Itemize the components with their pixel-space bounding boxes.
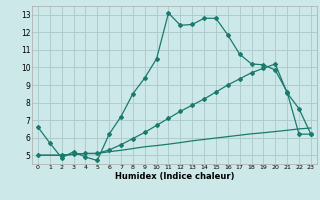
X-axis label: Humidex (Indice chaleur): Humidex (Indice chaleur) [115, 172, 234, 181]
